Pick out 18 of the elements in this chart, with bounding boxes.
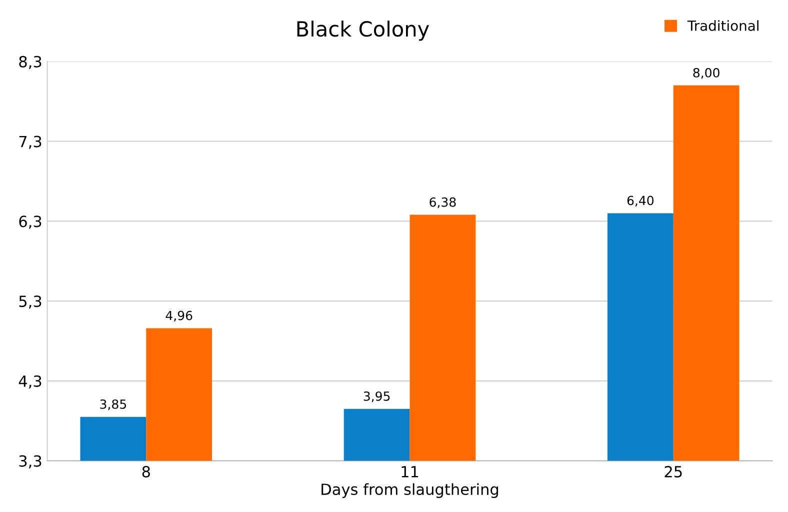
y-tick-label: 6,3: [19, 216, 42, 229]
y-tick-label: 3,3: [19, 455, 42, 468]
data-label: 6,40: [627, 196, 654, 206]
data-label: 3,85: [100, 399, 126, 410]
y-tick-label: 8,3: [19, 56, 42, 70]
data-label: 6,38: [430, 197, 456, 208]
y-tick-label: 7,3: [19, 136, 42, 149]
chart-title: Black Colony: [297, 20, 430, 41]
x-tick-label: 8: [142, 466, 150, 478]
x-tick-label: 25: [664, 466, 682, 478]
data-label: 3,95: [364, 391, 390, 402]
x-tick-label: 11: [402, 466, 418, 478]
legend-label: Traditional: [687, 20, 758, 31]
data-label: 4,96: [166, 310, 192, 322]
y-tick-label: 5,3: [19, 296, 42, 309]
y-tick-label: 4,3: [18, 375, 42, 389]
x-axis-title: Days from slaugthering: [322, 483, 498, 498]
data-label: 8,00: [693, 68, 720, 79]
